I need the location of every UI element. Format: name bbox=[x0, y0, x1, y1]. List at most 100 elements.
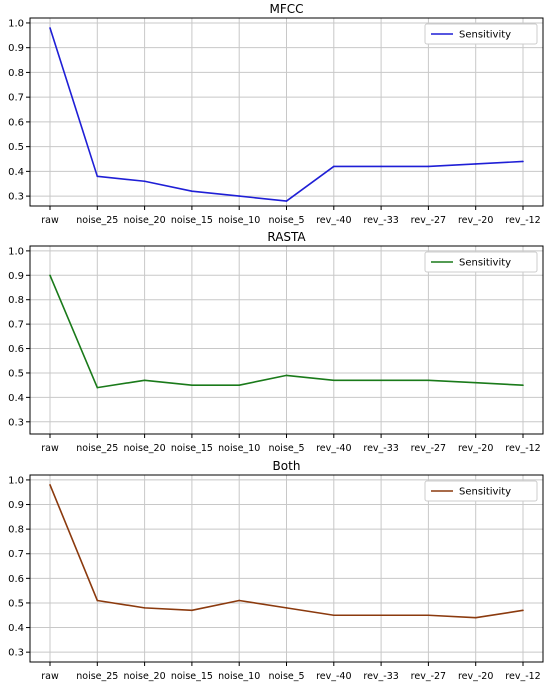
data-point bbox=[143, 379, 146, 382]
data-point bbox=[427, 165, 430, 168]
data-point bbox=[285, 200, 288, 202]
axes-frame bbox=[29, 474, 544, 663]
x-tick-label: noise_5 bbox=[268, 215, 304, 226]
y-tick-label: 1.0 bbox=[8, 18, 24, 29]
data-point bbox=[427, 614, 430, 617]
y-tick-label: 0.9 bbox=[8, 271, 24, 282]
x-tick-label: raw bbox=[41, 443, 59, 454]
data-point bbox=[474, 616, 477, 619]
y-tick-label: 0.4 bbox=[8, 623, 24, 634]
legend-label: Sensitivity bbox=[459, 258, 511, 269]
x-tick-label: noise_5 bbox=[268, 671, 304, 682]
data-point bbox=[96, 599, 99, 602]
y-tick-label: 0.3 bbox=[8, 192, 24, 203]
legend-label: Sensitivity bbox=[459, 487, 511, 498]
data-point bbox=[285, 607, 288, 609]
data-point bbox=[49, 484, 51, 486]
x-tick-label: noise_15 bbox=[171, 443, 213, 454]
chart-panel-rasta: RASTA 0.3 0.4 0.5 0.6 0.7 0.8 0.9 1.0 raw noise_25… bbox=[8, 230, 544, 454]
legend: Sensitivity bbox=[424, 251, 538, 273]
legend-box bbox=[424, 23, 538, 45]
y-tick-label: 0.8 bbox=[8, 68, 24, 79]
y-tick-label: 0.6 bbox=[8, 344, 24, 355]
y-tick-label: 1.0 bbox=[8, 246, 24, 257]
data-point bbox=[380, 614, 382, 617]
data-point bbox=[96, 175, 99, 178]
chart-panel-mfcc: MFCC 0.3 0.4 0.5 0.6 0.7 0.8 0.9 1.0 raw noise_25 n… bbox=[8, 2, 544, 226]
data-point bbox=[380, 379, 382, 382]
data-point bbox=[522, 160, 524, 163]
axes-frame bbox=[29, 17, 544, 207]
x-tick-label: rev_-27 bbox=[411, 443, 446, 454]
data-point bbox=[333, 165, 335, 168]
x-tick-label: noise_15 bbox=[171, 215, 213, 226]
data-point bbox=[191, 384, 193, 386]
data-point bbox=[474, 163, 477, 165]
legend-label: Sensitivity bbox=[459, 30, 511, 41]
x-tick-label: rev_-33 bbox=[363, 443, 398, 454]
y-tick-label: 0.6 bbox=[8, 117, 24, 128]
data-point bbox=[49, 274, 51, 277]
y-tick-label: 0.3 bbox=[8, 417, 24, 428]
y-tick-label: 0.7 bbox=[8, 93, 24, 104]
y-tick-label: 0.3 bbox=[8, 648, 24, 659]
x-tick-label: noise_20 bbox=[124, 215, 166, 226]
legend-box bbox=[424, 251, 538, 273]
chart-title: RASTA bbox=[267, 230, 306, 244]
data-point bbox=[191, 609, 193, 612]
x-tick-label: raw bbox=[41, 671, 59, 682]
x-tick-label: noise_10 bbox=[218, 671, 260, 682]
x-tick-label: noise_25 bbox=[76, 443, 118, 454]
legend-box bbox=[424, 480, 538, 502]
y-tick-label: 0.7 bbox=[8, 320, 24, 331]
x-tick-label: rev_-20 bbox=[458, 443, 493, 454]
y-tick-label: 0.7 bbox=[8, 549, 24, 560]
x-tick-label: noise_10 bbox=[218, 443, 260, 454]
x-tick-label: rev_-27 bbox=[411, 671, 446, 682]
chart-panel-both: Both 0.3 0.4 0.5 0.6 0.7 0.8 0.9 1.0 raw noise_25 n… bbox=[8, 459, 544, 682]
data-point bbox=[522, 609, 524, 612]
data-point bbox=[143, 607, 146, 609]
data-point bbox=[522, 384, 524, 386]
y-tick-label: 0.4 bbox=[8, 393, 24, 404]
x-tick-label: rev_-40 bbox=[316, 443, 351, 454]
y-tick-label: 0.8 bbox=[8, 525, 24, 536]
chart-title: Both bbox=[273, 459, 301, 473]
chart-title: MFCC bbox=[269, 2, 303, 16]
data-point bbox=[96, 386, 99, 389]
data-point bbox=[238, 599, 240, 602]
x-tick-label: noise_20 bbox=[124, 443, 166, 454]
x-tick-label: rev_-12 bbox=[505, 215, 540, 226]
x-tick-label: noise_10 bbox=[218, 215, 260, 226]
y-tick-label: 0.5 bbox=[8, 598, 24, 609]
x-tick-label: rev_-27 bbox=[411, 215, 446, 226]
x-tick-label: noise_15 bbox=[171, 671, 213, 682]
y-tick-label: 0.6 bbox=[8, 574, 24, 585]
x-tick-label: rev_-40 bbox=[316, 215, 351, 226]
x-tick-label: raw bbox=[41, 215, 59, 226]
data-point bbox=[49, 27, 51, 29]
axes-frame bbox=[29, 245, 544, 435]
legend: Sensitivity bbox=[424, 480, 538, 502]
legend: Sensitivity bbox=[424, 23, 538, 45]
data-point bbox=[427, 379, 430, 382]
data-point bbox=[238, 384, 240, 386]
x-tick-label: rev_-12 bbox=[505, 443, 540, 454]
data-point bbox=[238, 195, 240, 197]
x-tick-label: rev_-20 bbox=[458, 671, 493, 682]
data-point bbox=[143, 180, 146, 183]
y-tick-label: 0.5 bbox=[8, 368, 24, 379]
x-tick-label: noise_25 bbox=[76, 215, 118, 226]
data-point bbox=[333, 379, 335, 382]
data-point bbox=[191, 190, 193, 192]
x-tick-label: noise_20 bbox=[124, 671, 166, 682]
x-tick-label: rev_-20 bbox=[458, 215, 493, 226]
data-point bbox=[333, 614, 335, 617]
y-tick-label: 1.0 bbox=[8, 475, 24, 486]
data-point bbox=[380, 165, 382, 168]
data-point bbox=[474, 381, 477, 384]
x-tick-label: rev_-33 bbox=[363, 215, 398, 226]
y-tick-label: 0.5 bbox=[8, 142, 24, 153]
y-tick-label: 0.4 bbox=[8, 167, 24, 178]
